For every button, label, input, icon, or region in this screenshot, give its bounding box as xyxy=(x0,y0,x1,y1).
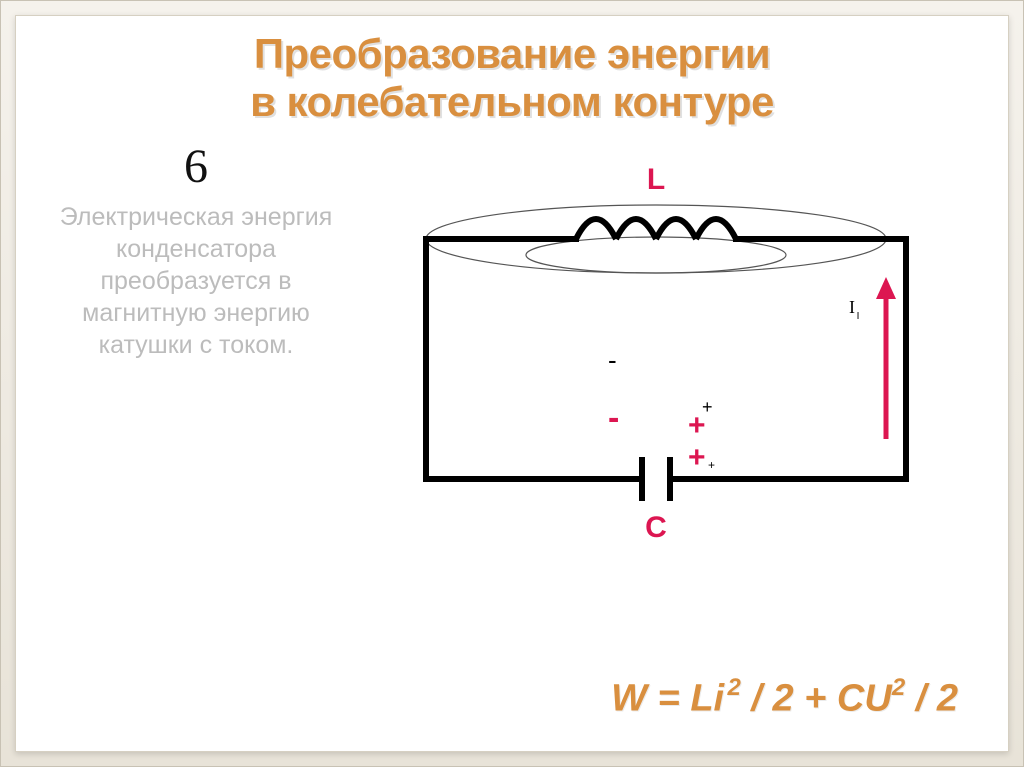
f-d1: / 2 + xyxy=(741,678,837,720)
title-line1: Преобразование энергии xyxy=(254,30,770,77)
content-area: 6 Электрическая энергия конденсатора пре… xyxy=(46,139,978,559)
f-L: L xyxy=(690,678,713,720)
label-capacitor: C xyxy=(645,511,667,544)
description-text: Электрическая энергия конденсатора преоб… xyxy=(46,201,346,361)
label-current: I xyxy=(849,297,855,317)
slide: Преобразование энергии в колебательном к… xyxy=(15,15,1009,752)
left-column: 6 Электрическая энергия конденсатора пре… xyxy=(46,139,346,559)
energy-formula: W = Li 2 / 2 + CU2 / 2 xyxy=(611,676,958,721)
title-line2: в колебательном контуре xyxy=(250,78,774,125)
wire-path xyxy=(426,239,906,479)
plus-sign-tiny: + xyxy=(708,458,715,472)
circuit-diagram: L C I I - - xyxy=(346,139,966,559)
f-eq: = xyxy=(647,678,690,720)
step-number: 6 xyxy=(46,143,346,191)
minus-sign-black: - xyxy=(608,345,617,375)
f-sq1: 2 xyxy=(727,674,740,701)
plus-sign-accent-2: + xyxy=(688,441,706,474)
right-column: L C I I - - xyxy=(346,139,978,559)
f-i: i xyxy=(714,678,725,720)
f-sq2: 2 xyxy=(892,674,905,701)
f-W: W xyxy=(611,678,647,720)
f-C: C xyxy=(837,678,864,720)
current-arrow-head xyxy=(876,277,896,299)
f-d2: / 2 xyxy=(905,678,958,720)
f-U: U xyxy=(864,678,891,720)
field-ellipse-inner xyxy=(526,237,786,273)
inductor-coil xyxy=(576,219,736,239)
slide-title: Преобразование энергии в колебательном к… xyxy=(46,16,978,127)
slide-frame: Преобразование энергии в колебательном к… xyxy=(0,0,1024,767)
minus-sign-accent: - xyxy=(608,399,619,437)
label-inductor: L xyxy=(647,163,665,196)
label-current-sub: I xyxy=(857,311,860,322)
plus-sign-accent-1: + xyxy=(688,409,706,442)
